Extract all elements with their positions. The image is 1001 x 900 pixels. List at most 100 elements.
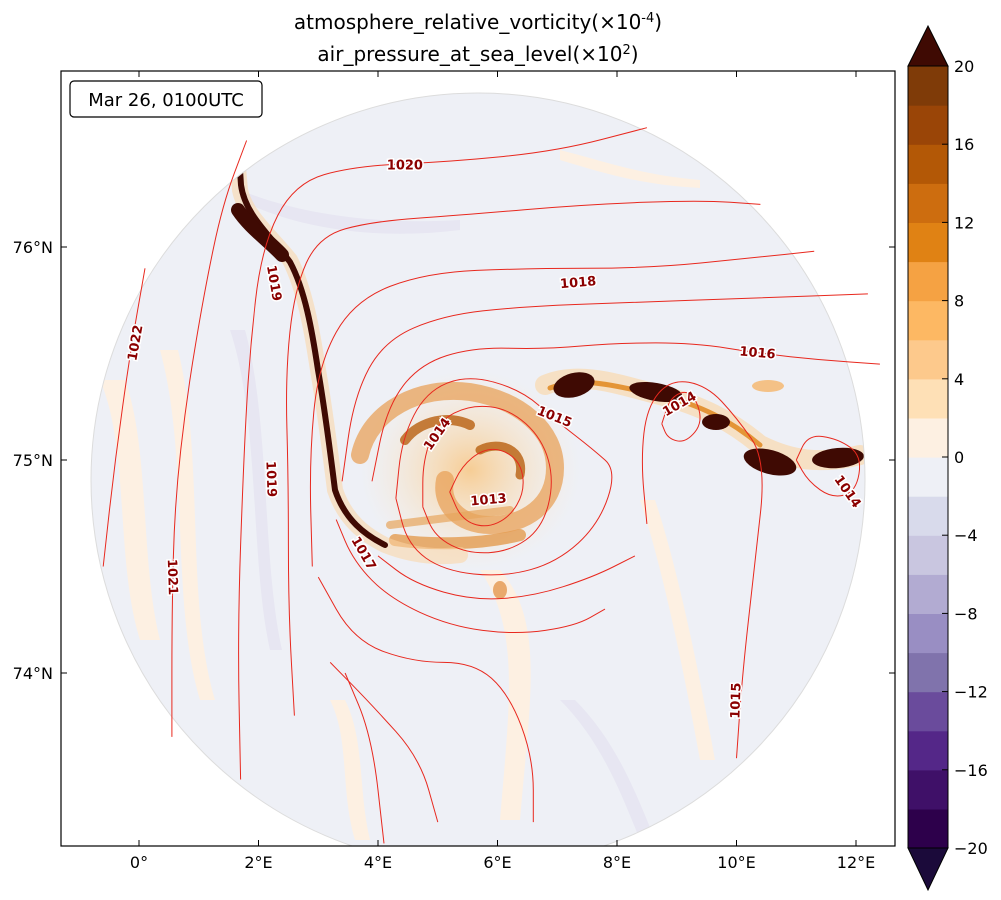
isobar-1014 [795,435,861,497]
cyclone-spiral-band [400,415,475,445]
vorticity-patch [100,380,160,640]
isobar-label: 1013 [470,491,507,509]
colorbar-segment [908,457,948,497]
isobar-label: 1020 [387,159,423,174]
vorticity-max-cell [553,372,595,398]
isobar-label: 1016 [739,344,776,362]
colorbar-segment [908,339,948,380]
colorbar-segment [908,105,948,145]
colorbar-tick-label: −8 [954,604,978,623]
isobar-1020 [344,672,385,844]
time-stamp: Mar 26, 0100UTC [69,80,263,118]
colorbar-segment [908,222,948,263]
x-tick-label: 0° [130,853,148,872]
colorbar-tick-label: 12 [954,213,974,232]
isobar-1014 [422,405,552,554]
time-stamp-text: Mar 26, 0100UTC [88,90,244,111]
isobar-1017 [341,293,868,482]
colorbar-tick-label: −16 [954,761,988,780]
colorbar-tick-label: −4 [954,526,978,545]
colorbar-segment [908,261,948,302]
colorbar-segment [908,66,948,106]
isobar-1017 [335,519,606,634]
vorticity-patch [560,150,700,188]
isobar-1021 [171,140,248,737]
colorbar-tick-label: 16 [954,135,974,154]
x-tick-label: 10°E [717,853,755,872]
x-tick-label: 12°E [837,853,875,872]
colorbar-segment [908,183,948,223]
isobar-1018 [317,576,534,823]
colorbar-tick-label: 20 [954,57,974,76]
colorbar-segment [908,496,948,536]
y-tick-label: 76°N [13,238,53,257]
vorticity-patch [640,500,715,760]
colorbar-segment [908,730,948,771]
colorbar-segment [908,769,948,810]
colorbar-segment [908,691,948,732]
isobar-1019 [329,662,439,823]
colorbar-tick-label: 8 [954,292,964,311]
colorbar-tick-label: 4 [954,370,964,389]
vorticity-patch [230,330,282,650]
x-tick-label: 6°E [483,853,511,872]
vorticity-patch [240,190,460,234]
y-tick-label: 74°N [13,664,53,683]
isobar-label: 1021 [164,559,180,596]
colorbar-tick-label: 0 [954,448,964,467]
vorticity-max-cell [629,381,683,403]
vorticity-max-cell [812,447,864,469]
isobar-label: 1019 [262,461,278,498]
vorticity-patch [160,350,215,700]
colorbar-segment [908,417,948,458]
isobar-1013 [449,448,524,527]
x-tick-label: 8°E [603,853,631,872]
colorbar-tick-label: −12 [954,683,988,702]
colorbar-segment [908,613,948,654]
vorticity-weak-cell [752,380,784,392]
vorticity-patch [560,700,655,840]
vorticity-patch [330,700,370,840]
isobar-1015 [395,378,613,576]
x-tick-label: 2°E [244,853,272,872]
colorbar-segment [908,652,948,693]
colorbar-segment [908,535,948,575]
isobar-1018 [309,250,815,567]
isobar-1020 [238,127,648,780]
cyclone-tail-band [389,529,526,550]
domain-disk-edge [90,92,866,846]
isobar-1015 [641,381,763,759]
isobar-1019 [286,200,761,716]
isobar-1014 [661,391,701,442]
colorbar-tick-label: −20 [954,839,988,858]
colorbar-segment [908,808,948,849]
y-tick-label: 75°N [13,451,53,470]
y-axis: 76°N 75°N 74°N [13,238,895,683]
axes-frame [60,70,896,847]
x-axis: 0° 2°E 4°E 6°E 8°E 10°E 12°E [130,71,875,872]
colorbar-segment [908,300,948,341]
colorbar-extend-min [907,847,949,892]
colorbar-segment [908,144,948,184]
x-tick-label: 4°E [364,853,392,872]
isobar-1022 [102,268,146,567]
isobar-1016 [377,555,636,600]
colorbar-segment [908,574,948,614]
colorbar-extend-max [907,24,949,67]
cyclone-spiral-band [351,381,565,535]
vorticity-max-cell [702,414,730,430]
isobar-label: 1018 [559,274,596,292]
isobar-layer [102,127,880,844]
front-band-north-core [231,203,289,262]
chart-title-line1: atmosphere_relative_vorticity(×10-4) [294,10,662,34]
isobar-label: 1015 [728,682,744,719]
colorbar-segment [908,378,948,419]
vorticity-weak-cell [493,581,507,599]
time-stamp-box [69,80,263,118]
chart-title-line2: air_pressure_at_sea_level(×102) [317,42,638,66]
colorbar: −20 −16 −12 −8 −4 0 4 8 12 16 20 [907,24,988,892]
isobar-1016 [371,342,880,482]
vorticity-max-cell [743,448,797,476]
